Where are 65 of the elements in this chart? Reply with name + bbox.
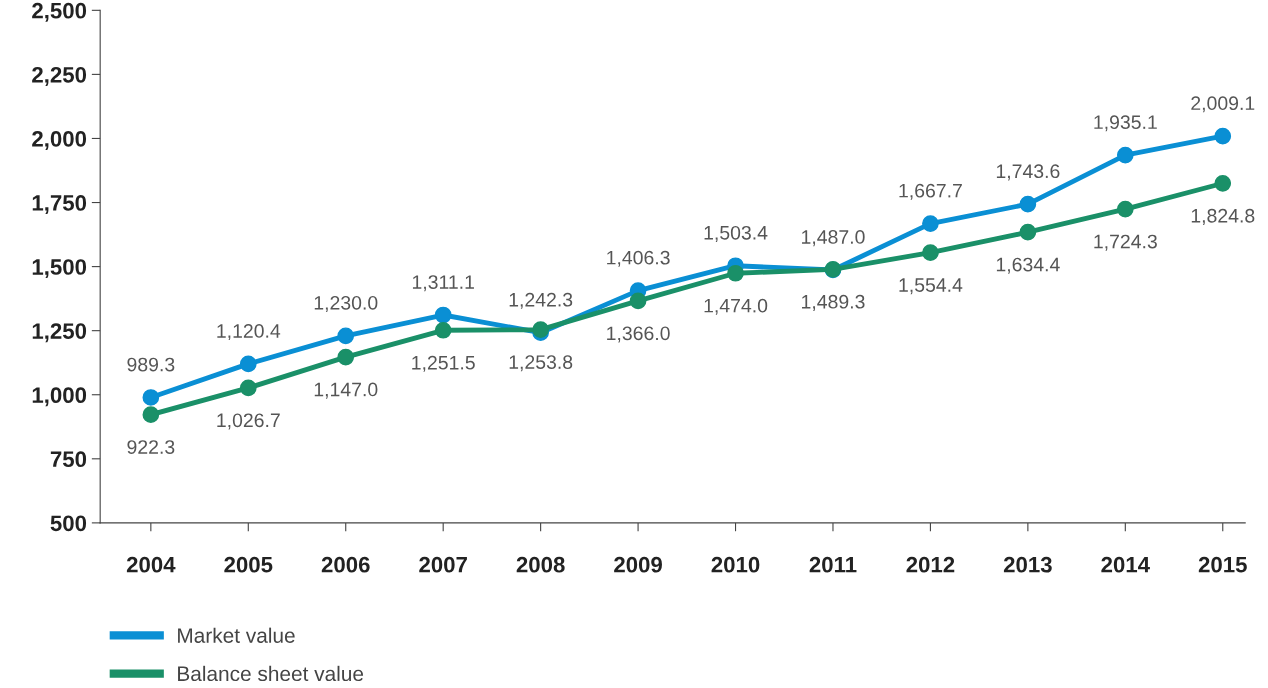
- data-label: 1,667.7: [899, 183, 962, 200]
- point: [142, 406, 160, 423]
- data-label: 1,026.7: [217, 413, 280, 430]
- point: [1019, 223, 1037, 241]
- data-label: 1,474.0: [704, 298, 768, 315]
- data-label: 1,824.8: [1191, 208, 1255, 225]
- x-tick-label: 2006: [321, 556, 370, 573]
- data-label: 1,242.3: [509, 292, 573, 309]
- y-tick-label: 1,750: [32, 195, 87, 215]
- point: [1214, 127, 1232, 145]
- x-tick-label: 2009: [614, 556, 662, 573]
- y-tick-label: 1,500: [32, 259, 87, 279]
- point: [239, 379, 257, 397]
- y-tick-label: 2,500: [32, 2, 87, 22]
- data-label: 1,503.4: [704, 225, 768, 242]
- point: [142, 389, 160, 406]
- y-tick-label: 1,000: [32, 387, 87, 407]
- data-label: 1,743.6: [996, 164, 1060, 181]
- point: [434, 321, 452, 339]
- x-tick-label: 2008: [516, 556, 565, 573]
- x-tick-label: 2005: [224, 556, 273, 573]
- y-tick-label: 2,000: [32, 130, 87, 150]
- point: [629, 292, 647, 310]
- data-label: 1,230.0: [314, 295, 378, 313]
- x-tick-label: 2013: [1003, 556, 1052, 573]
- data-label: 1,253.8: [509, 355, 573, 372]
- data-label: 989.3: [127, 357, 175, 372]
- point: [239, 355, 257, 373]
- data-label: 1,366.0: [607, 326, 670, 343]
- y-tick-label: 1,250: [32, 323, 87, 343]
- point: [727, 264, 744, 282]
- point: [337, 327, 355, 345]
- point: [1214, 175, 1232, 192]
- data-label: 1,120.4: [217, 324, 281, 341]
- point: [1019, 195, 1037, 213]
- legend-label: Balance sheet value: [178, 665, 364, 682]
- point: [1116, 200, 1134, 218]
- y-tick-label: 2,250: [32, 66, 87, 86]
- data-label: 1,147.0: [314, 382, 378, 399]
- data-label: 1,554.4: [899, 278, 963, 295]
- data-label: 1,935.1: [1094, 115, 1157, 132]
- x-tick-label: 2010: [711, 556, 760, 573]
- point: [922, 244, 939, 261]
- point: [1116, 146, 1134, 164]
- point: [337, 348, 355, 366]
- x-tick-label: 2015: [1198, 556, 1247, 573]
- y-tick-label: 750: [50, 451, 87, 468]
- data-label: 2,009.1: [1191, 96, 1255, 113]
- point: [434, 306, 452, 324]
- x-tick-label: 2012: [906, 556, 955, 573]
- data-label: 1,634.4: [996, 257, 1060, 274]
- data-label: 1,251.5: [412, 355, 475, 372]
- data-label: 1,724.3: [1094, 234, 1157, 251]
- point: [922, 215, 939, 232]
- data-label: 1,406.3: [607, 250, 670, 267]
- data-label: 922.3: [127, 440, 175, 454]
- data-label: 1,489.3: [802, 294, 865, 311]
- data-label: 1,311.1: [412, 275, 474, 292]
- data-label: 1,487.0: [802, 230, 865, 247]
- x-tick-label: 2007: [419, 556, 467, 573]
- x-tick-label: 2014: [1101, 556, 1150, 573]
- y-tick-label: 500: [50, 515, 87, 532]
- x-tick-label: 2011: [809, 556, 857, 573]
- legend-label: Market value: [178, 627, 295, 643]
- x-tick-label: 2004: [126, 556, 176, 573]
